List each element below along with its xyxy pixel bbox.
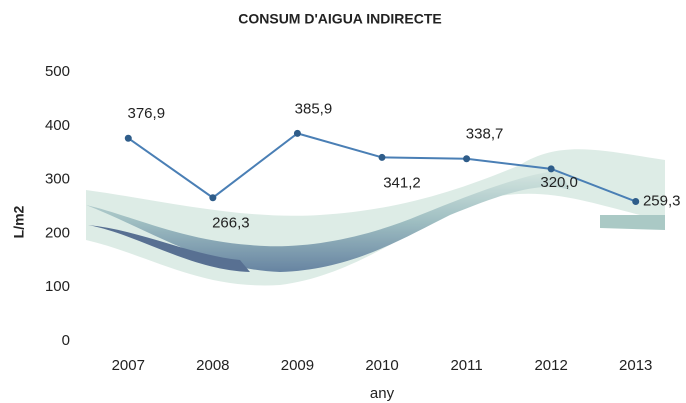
data-label: 259,3 [643,192,681,209]
chart-title: CONSUM D'AIGUA INDIRECTE [238,11,441,27]
x-tick-label: 2007 [112,357,145,374]
y-tick-label: 100 [45,278,70,295]
x-tick-label: 2010 [365,357,398,374]
x-tick-label: 2008 [196,357,229,374]
y-tick-label: 400 [45,117,70,134]
x-axis-label: any [370,385,395,402]
y-tick-label: 0 [62,332,70,349]
data-point [547,165,555,173]
background-art [86,149,665,286]
data-point [209,194,217,202]
data-label: 341,2 [383,174,421,191]
data-label: 385,9 [295,100,333,117]
data-point [124,134,132,142]
x-tick-label: 2012 [534,357,567,374]
y-tick-label: 500 [45,63,70,80]
data-point [293,129,301,137]
y-axis-label: L/m2 [11,205,27,238]
data-label: 338,7 [466,126,504,143]
x-tick-label: 2011 [450,357,482,374]
data-label: 376,9 [128,105,166,122]
x-tick-label: 2013 [619,357,652,374]
y-tick-label: 300 [45,171,70,188]
x-tick-label: 2009 [281,357,314,374]
data-point [632,197,640,205]
data-point [378,153,386,161]
data-label: 320,0 [540,174,578,191]
data-label: 266,3 [212,215,250,232]
y-tick-label: 200 [45,224,70,241]
data-point [463,155,471,163]
